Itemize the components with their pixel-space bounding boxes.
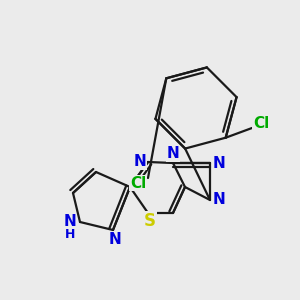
Text: N: N bbox=[213, 193, 225, 208]
Text: N: N bbox=[167, 146, 179, 161]
Text: Cl: Cl bbox=[253, 116, 269, 131]
Text: N: N bbox=[64, 214, 76, 230]
Text: H: H bbox=[65, 229, 75, 242]
Text: N: N bbox=[109, 232, 122, 247]
Text: N: N bbox=[134, 154, 146, 169]
Text: S: S bbox=[144, 212, 156, 230]
Text: Cl: Cl bbox=[130, 176, 146, 190]
Text: N: N bbox=[213, 155, 225, 170]
